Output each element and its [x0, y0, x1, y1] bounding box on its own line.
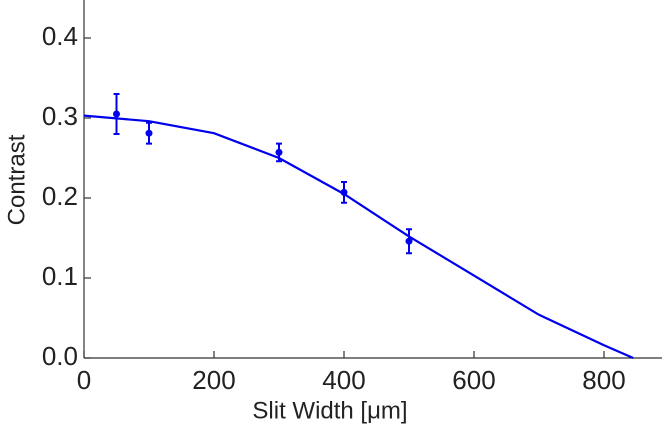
data-point: [113, 110, 120, 118]
y-axis-label: Contrast: [3, 134, 30, 225]
y-tick-label: 0.2: [42, 181, 78, 211]
x-axis-label: Slit Width [μm]: [252, 397, 407, 424]
y-tick-label: 0.3: [42, 101, 78, 131]
data-point: [275, 148, 283, 156]
y-tick-label: 0.0: [42, 341, 78, 371]
x-tick-label: 800: [582, 365, 625, 395]
fit-line: [83, 114, 634, 360]
x-tick-label: 200: [192, 365, 235, 395]
y-tick-label: 0.4: [42, 21, 78, 51]
y-tick-label: 0.1: [42, 261, 78, 291]
data-point: [145, 129, 153, 137]
data-point: [340, 188, 348, 196]
x-tick-label: 600: [452, 365, 495, 395]
data-point: [405, 237, 413, 245]
x-tick-label: 0: [77, 365, 91, 395]
x-tick-label: 400: [322, 365, 365, 395]
